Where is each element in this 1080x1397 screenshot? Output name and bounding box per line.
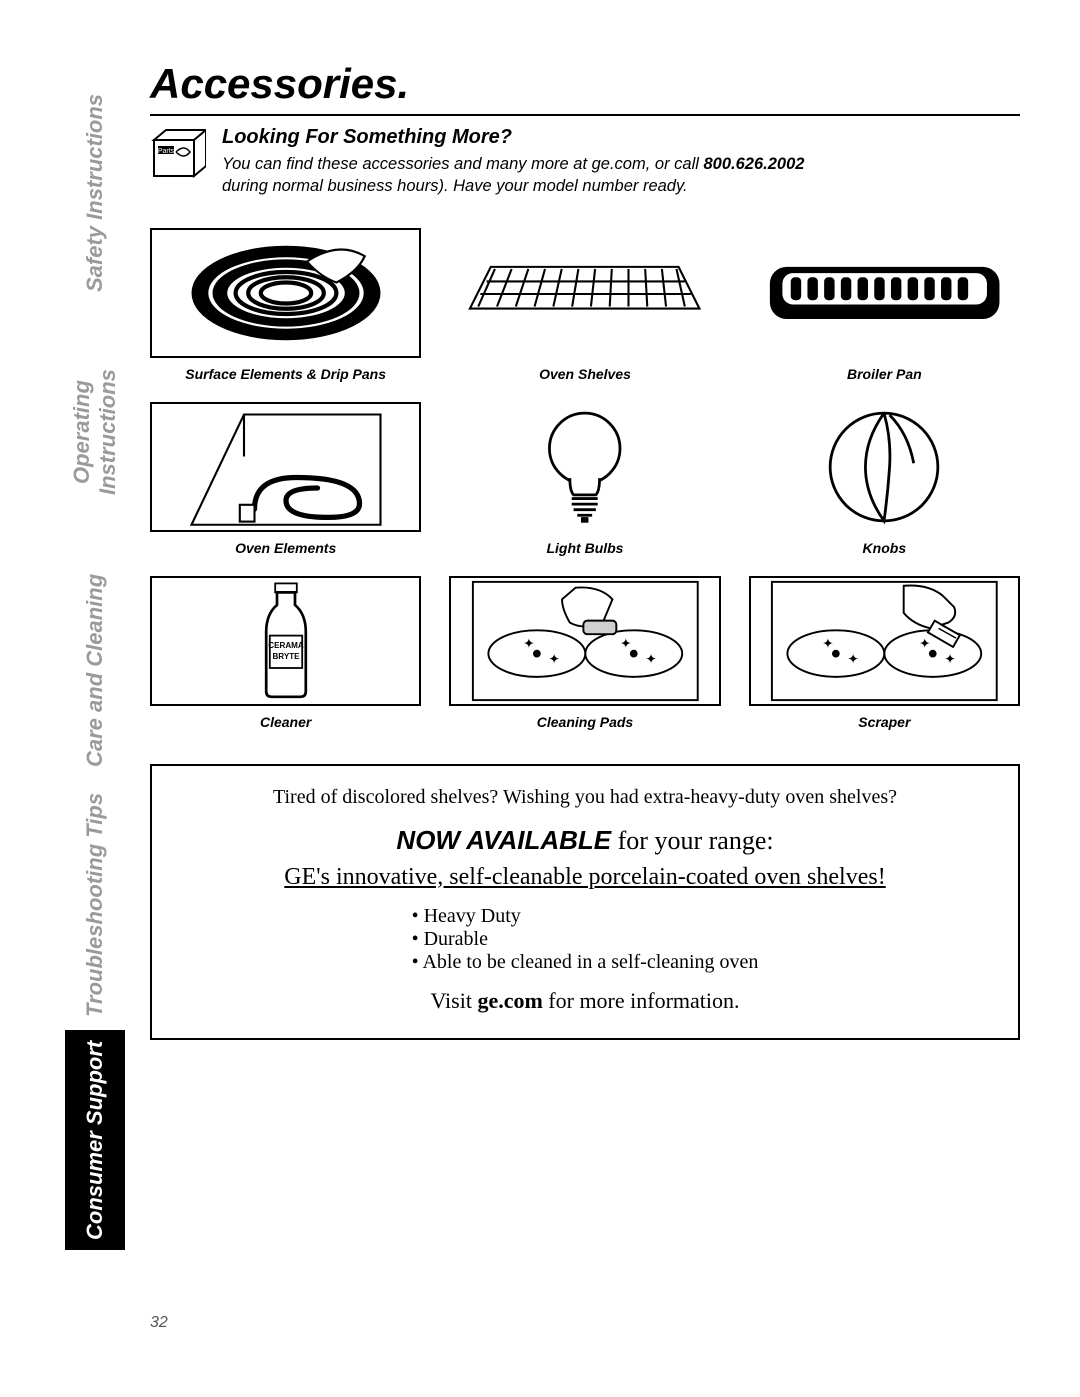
page-number: 32 <box>150 1314 168 1332</box>
cell-surface-elements: Surface Elements & Drip Pans <box>150 228 421 382</box>
svg-text:✦: ✦ <box>620 635 632 650</box>
svg-text:✦: ✦ <box>645 651 657 666</box>
parts-box-icon: Parts <box>150 126 206 182</box>
caption-oven-elements: Oven Elements <box>150 540 421 556</box>
svg-text:BRYTE: BRYTE <box>272 652 300 661</box>
accessory-grid: Surface Elements & Drip Pans <box>150 228 1020 730</box>
surface-elements-icon <box>150 228 421 358</box>
caption-cleaner: Cleaner <box>150 714 421 730</box>
svg-text:✦: ✦ <box>548 651 560 666</box>
cell-broiler-pan: Broiler Pan <box>749 228 1020 382</box>
svg-text:✦: ✦ <box>523 635 535 650</box>
cell-cleaning-pads: ✦ ✦ ✦ ✦ Cleaning Pads <box>449 576 720 730</box>
cell-oven-elements: Oven Elements <box>150 402 421 556</box>
promo-now-available: NOW AVAILABLE for your range: <box>182 825 988 856</box>
svg-text:✦: ✦ <box>822 635 834 650</box>
svg-text:CERAMA: CERAMA <box>268 641 304 650</box>
cleaning-pads-icon: ✦ ✦ ✦ ✦ <box>449 576 720 706</box>
intro-line1: You can find these accessories and many … <box>222 155 704 173</box>
scraper-icon: ✦ ✦ ✦ ✦ <box>749 576 1020 706</box>
cell-light-bulbs: Light Bulbs <box>449 402 720 556</box>
oven-shelves-icon <box>449 228 720 358</box>
intro-block: Parts Looking For Something More? You ca… <box>150 126 1020 198</box>
promo-bullets: Heavy Duty Durable Able to be cleaned in… <box>412 905 759 974</box>
caption-light-bulbs: Light Bulbs <box>449 540 720 556</box>
svg-text:✦: ✦ <box>919 635 931 650</box>
promo-now-rest: for your range: <box>611 826 773 855</box>
intro-heading: Looking For Something More? <box>222 126 1020 149</box>
knob-icon <box>749 402 1020 532</box>
cell-oven-shelves: Oven Shelves <box>449 228 720 382</box>
promo-visit-pre: Visit <box>430 988 477 1013</box>
cell-knobs: Knobs <box>749 402 1020 556</box>
promo-bullet: Durable <box>412 928 759 951</box>
side-tabs: Safety Instructions Operating Instructio… <box>65 80 125 1250</box>
promo-bullet: Able to be cleaned in a self-cleaning ov… <box>412 951 759 974</box>
caption-oven-shelves: Oven Shelves <box>449 366 720 382</box>
promo-bullet: Heavy Duty <box>412 905 759 928</box>
svg-text:✦: ✦ <box>944 651 956 666</box>
svg-text:✦: ✦ <box>847 651 859 666</box>
broiler-pan-icon <box>749 228 1020 358</box>
promo-headline: GE's innovative, self-cleanable porcelai… <box>182 864 988 891</box>
caption-knobs: Knobs <box>749 540 1020 556</box>
promo-question: Tired of discolored shelves? Wishing you… <box>182 786 988 809</box>
tab-consumer-support[interactable]: Consumer Support <box>65 1030 125 1250</box>
tab-troubleshooting[interactable]: Troubleshooting Tips <box>65 780 125 1030</box>
cell-cleaner: CERAMA BRYTE Cleaner <box>150 576 421 730</box>
promo-visit-link: ge.com <box>477 988 542 1013</box>
tab-operating[interactable]: Operating Instructions <box>65 305 125 560</box>
caption-cleaning-pads: Cleaning Pads <box>449 714 720 730</box>
cell-scraper: ✦ ✦ ✦ ✦ Scraper <box>749 576 1020 730</box>
caption-broiler-pan: Broiler Pan <box>749 366 1020 382</box>
oven-elements-icon <box>150 402 421 532</box>
promo-now-bold: NOW AVAILABLE <box>396 825 611 855</box>
intro-phone: 800.626.2002 <box>704 155 805 173</box>
page-title: Accessories. <box>150 60 1020 116</box>
intro-line2: during normal business hours). Have your… <box>222 177 688 195</box>
promo-box: Tired of discolored shelves? Wishing you… <box>150 764 1020 1040</box>
intro-body: You can find these accessories and many … <box>222 153 1020 198</box>
caption-surface-elements: Surface Elements & Drip Pans <box>150 366 421 382</box>
promo-visit: Visit ge.com for more information. <box>182 988 988 1014</box>
light-bulb-icon <box>449 402 720 532</box>
tab-care[interactable]: Care and Cleaning <box>65 560 125 780</box>
cleaner-icon: CERAMA BRYTE <box>150 576 421 706</box>
tab-safety[interactable]: Safety Instructions <box>65 80 125 305</box>
caption-scraper: Scraper <box>749 714 1020 730</box>
svg-text:Parts: Parts <box>158 148 175 155</box>
promo-visit-post: for more information. <box>543 988 740 1013</box>
